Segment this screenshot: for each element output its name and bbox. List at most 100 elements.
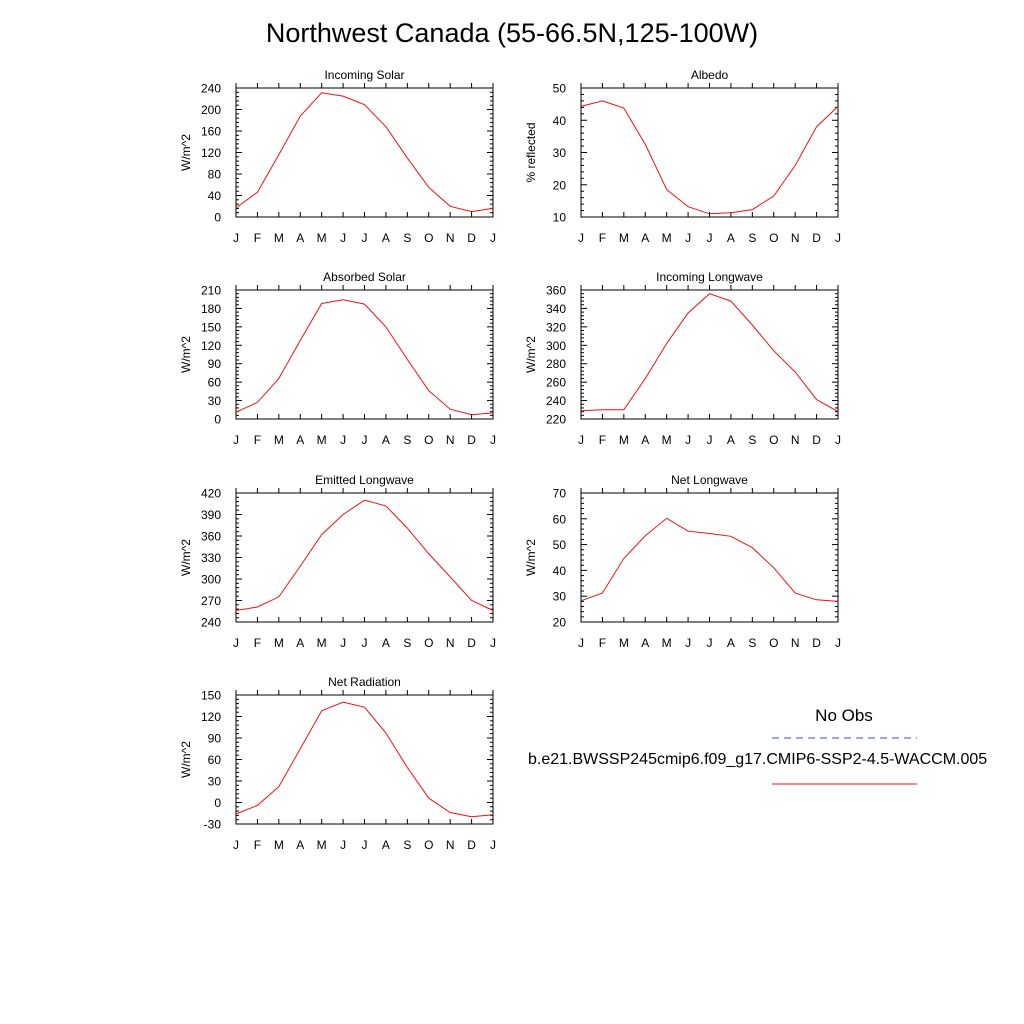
x-tick-label: A <box>382 231 390 245</box>
x-tick-label: J <box>233 231 239 245</box>
x-tick-label: F <box>254 433 261 447</box>
x-tick-label: J <box>685 433 691 447</box>
x-tick-label: N <box>791 636 800 650</box>
panel-2: J F M A M J J A S O N D J0306090120150180210Absorbed… <box>179 270 496 447</box>
x-tick-label: F <box>599 636 606 650</box>
y-axis-label: W/m^2 <box>179 539 193 576</box>
y-tick-label: 120 <box>201 339 221 353</box>
x-tick-label: F <box>254 231 261 245</box>
y-tick-label: 120 <box>201 146 221 160</box>
y-tick-label: 20 <box>553 178 567 192</box>
x-tick-label: D <box>467 636 476 650</box>
x-tick-label: A <box>382 636 390 650</box>
x-tick-label: S <box>748 636 756 650</box>
y-tick-label: 340 <box>546 302 566 316</box>
x-tick-label: A <box>296 838 304 852</box>
x-tick-label: J <box>835 433 841 447</box>
plot-frame <box>235 492 494 623</box>
x-tick-label: M <box>274 838 284 852</box>
y-tick-label: 240 <box>546 394 566 408</box>
y-tick-label: 90 <box>208 732 222 746</box>
x-tick-label: J <box>490 433 496 447</box>
x-tick-label: J <box>233 838 239 852</box>
panel-4: J F M A M J J A S O N D J240270300330360390420Emitte… <box>179 473 496 650</box>
panel-title: Albedo <box>691 68 729 82</box>
y-tick-label: 390 <box>201 508 221 522</box>
y-tick-label: 320 <box>546 320 566 334</box>
y-tick-label: 330 <box>201 551 221 565</box>
panel-title: Net Longwave <box>671 473 748 487</box>
y-tick-label: 0 <box>214 211 221 225</box>
x-tick-label: J <box>578 231 584 245</box>
x-tick-label: J <box>340 433 346 447</box>
y-tick-label: 30 <box>208 394 222 408</box>
x-tick-label: A <box>641 636 649 650</box>
x-tick-label: A <box>296 231 304 245</box>
x-tick-label: J <box>362 636 368 650</box>
plot-frame <box>580 492 839 623</box>
x-tick-label: S <box>403 838 411 852</box>
x-tick-label: F <box>254 636 261 650</box>
y-tick-label: 60 <box>208 376 222 390</box>
panel-title: Absorbed Solar <box>323 270 406 284</box>
y-axis-label: % reflected <box>524 122 538 182</box>
x-tick-label: M <box>317 838 327 852</box>
y-tick-label: 270 <box>201 594 221 608</box>
x-tick-label: M <box>619 636 629 650</box>
y-tick-label: 40 <box>553 564 567 578</box>
x-tick-label: J <box>835 231 841 245</box>
x-tick-label: N <box>791 231 800 245</box>
y-tick-label: 60 <box>208 753 222 767</box>
y-tick-label: 300 <box>546 339 566 353</box>
x-tick-label: N <box>446 838 455 852</box>
plot-frame <box>235 694 494 825</box>
y-tick-label: 40 <box>208 189 222 203</box>
x-tick-label: A <box>727 433 735 447</box>
x-tick-label: A <box>382 433 390 447</box>
x-tick-label: J <box>707 636 713 650</box>
x-tick-label: A <box>296 433 304 447</box>
y-tick-label: 50 <box>553 538 567 552</box>
x-tick-label: J <box>490 636 496 650</box>
x-tick-label: N <box>791 433 800 447</box>
y-axis-label: W/m^2 <box>179 134 193 171</box>
x-tick-label: O <box>424 433 433 447</box>
y-tick-label: 360 <box>546 284 566 298</box>
x-tick-label: O <box>424 838 433 852</box>
x-tick-label: J <box>233 433 239 447</box>
x-tick-label: A <box>641 433 649 447</box>
y-tick-label: 150 <box>201 320 221 334</box>
y-tick-label: 30 <box>553 590 567 604</box>
y-tick-label: 180 <box>201 302 221 316</box>
y-tick-label: 20 <box>553 616 567 630</box>
x-tick-label: D <box>812 636 821 650</box>
y-axis-label: W/m^2 <box>524 336 538 373</box>
x-tick-label: J <box>362 838 368 852</box>
x-tick-label: N <box>446 636 455 650</box>
x-tick-label: J <box>340 231 346 245</box>
x-tick-label: S <box>748 231 756 245</box>
y-tick-label: 200 <box>201 103 221 117</box>
y-tick-label: 0 <box>214 413 221 427</box>
y-tick-label: 360 <box>201 530 221 544</box>
x-tick-label: S <box>403 231 411 245</box>
y-tick-label: 70 <box>553 487 567 501</box>
y-tick-label: 40 <box>553 114 567 128</box>
x-tick-label: M <box>274 231 284 245</box>
x-tick-label: D <box>467 231 476 245</box>
x-tick-label: M <box>662 231 672 245</box>
y-tick-label: 0 <box>214 796 221 810</box>
y-tick-label: 90 <box>208 357 222 371</box>
series-line <box>235 92 494 213</box>
x-tick-label: A <box>727 636 735 650</box>
y-tick-label: 160 <box>201 125 221 139</box>
panel-title: Incoming Longwave <box>656 270 763 284</box>
x-tick-label: M <box>274 433 284 447</box>
x-tick-label: J <box>685 231 691 245</box>
x-tick-label: A <box>382 838 390 852</box>
panel-title: Incoming Solar <box>324 68 404 82</box>
x-tick-label: J <box>362 433 368 447</box>
y-tick-label: 120 <box>201 710 221 724</box>
